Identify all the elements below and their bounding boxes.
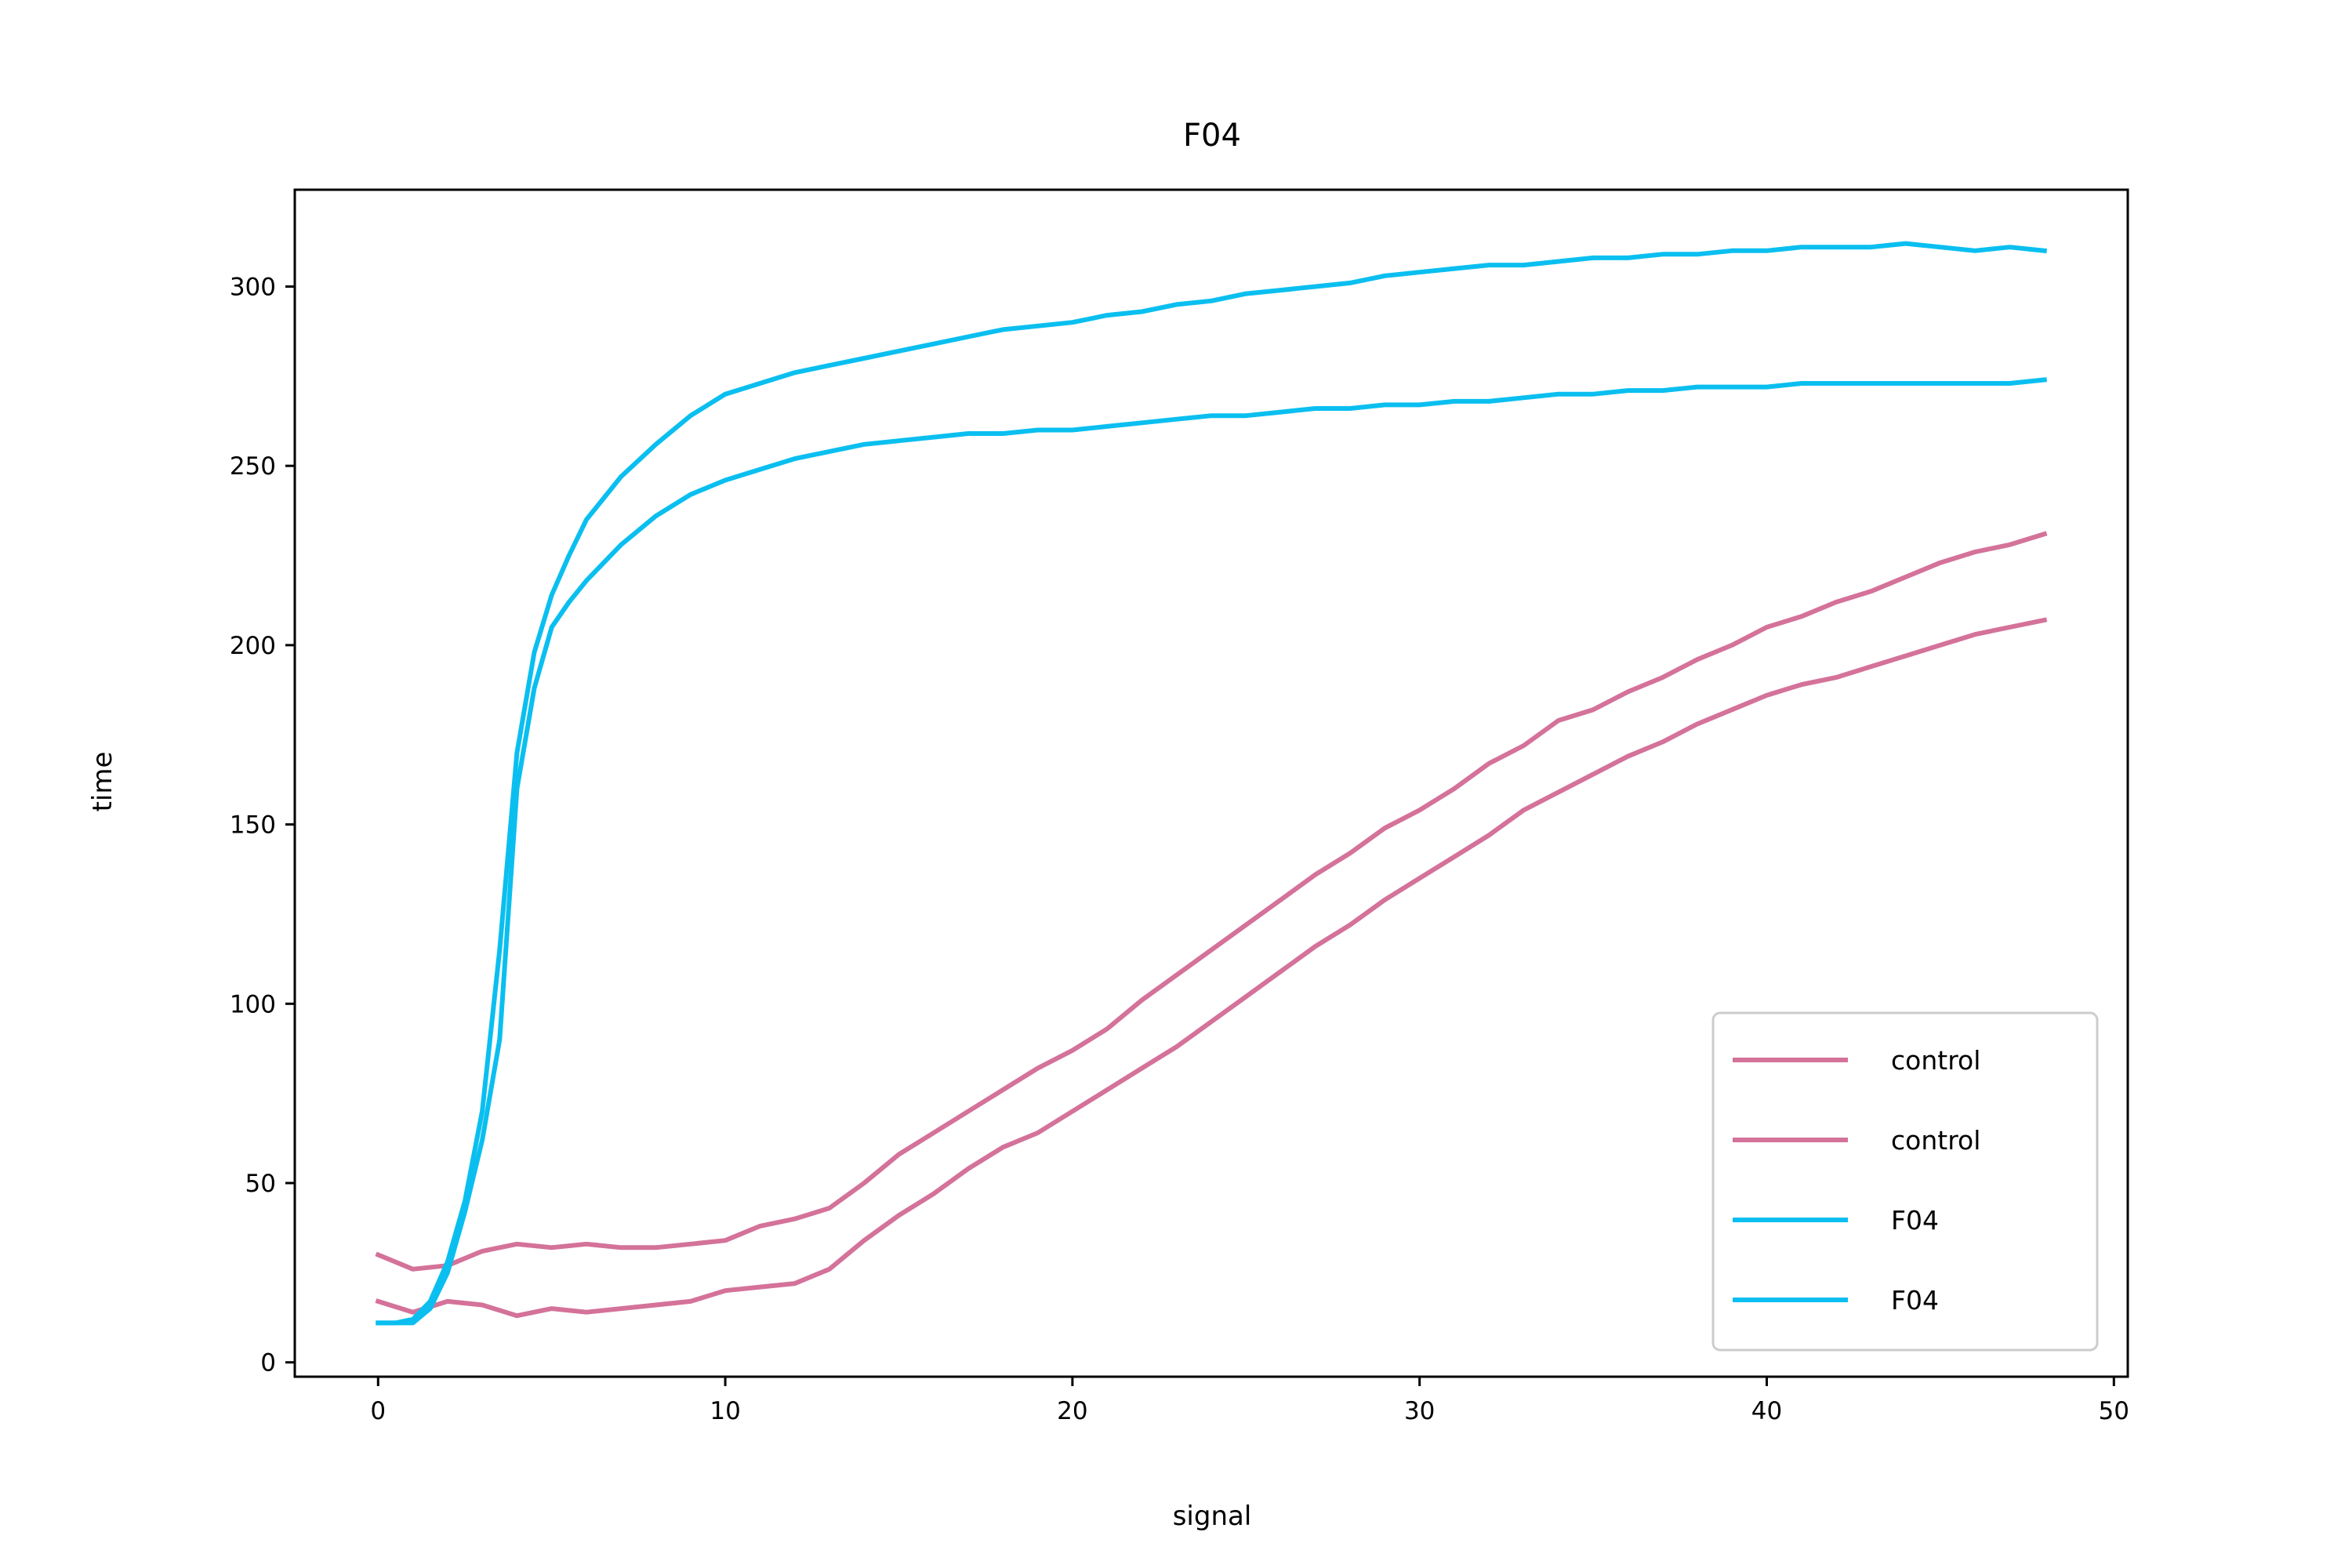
legend-box	[1711, 1011, 2099, 1352]
legend-label-3: F04	[1891, 1205, 1939, 1236]
y-tick-label: 0	[260, 1349, 276, 1377]
legend-label-4: F04	[1891, 1285, 1939, 1316]
series-line-f04-4	[376, 377, 2047, 1326]
legend-entries: control control F04 F04	[1733, 1045, 1980, 1316]
x-axis: 0 10 20 30 40 50	[370, 1377, 2129, 1425]
y-tick-label: 250	[230, 452, 276, 481]
series-layer	[375, 241, 2048, 1326]
x-axis-label: signal	[1173, 1501, 1252, 1532]
legend-label-2: control	[1891, 1125, 1980, 1156]
legend: control control F04 F04	[1711, 1011, 2099, 1352]
x-tick-label: 50	[2099, 1397, 2129, 1425]
plot-frame	[293, 188, 2129, 1378]
y-tick-label: 50	[245, 1170, 276, 1198]
chart-title: F04	[1183, 118, 1241, 154]
x-tick-label: 30	[1404, 1397, 1435, 1425]
series-line-control-1	[375, 531, 2048, 1272]
x-tick-label: 0	[370, 1397, 386, 1425]
y-tick-label: 150	[230, 811, 276, 840]
y-axis-label: time	[87, 752, 118, 812]
y-axis: 0 50 100 150 200 250 300	[230, 273, 295, 1377]
x-tick-label: 40	[1751, 1397, 1782, 1425]
y-tick-label: 300	[230, 273, 276, 301]
x-tick-label: 10	[710, 1397, 740, 1425]
series-line-f04-3	[376, 241, 2047, 1326]
legend-label-1: control	[1891, 1045, 1980, 1076]
y-tick-label: 200	[230, 632, 276, 660]
x-tick-label: 20	[1057, 1397, 1087, 1425]
series-line-control-2	[375, 617, 2048, 1319]
y-tick-label: 100	[230, 990, 276, 1018]
